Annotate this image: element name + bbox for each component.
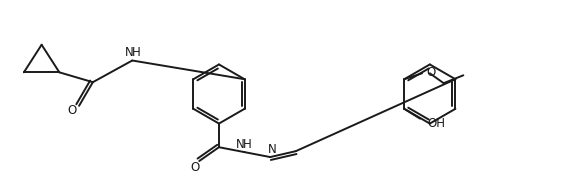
Text: O: O [191, 161, 200, 174]
Text: N: N [125, 46, 133, 59]
Text: H: H [243, 138, 252, 151]
Text: H: H [132, 46, 140, 59]
Text: OH: OH [428, 117, 446, 130]
Text: N: N [236, 138, 245, 151]
Text: O: O [68, 104, 77, 117]
Text: N: N [268, 143, 277, 156]
Text: O: O [426, 66, 435, 79]
